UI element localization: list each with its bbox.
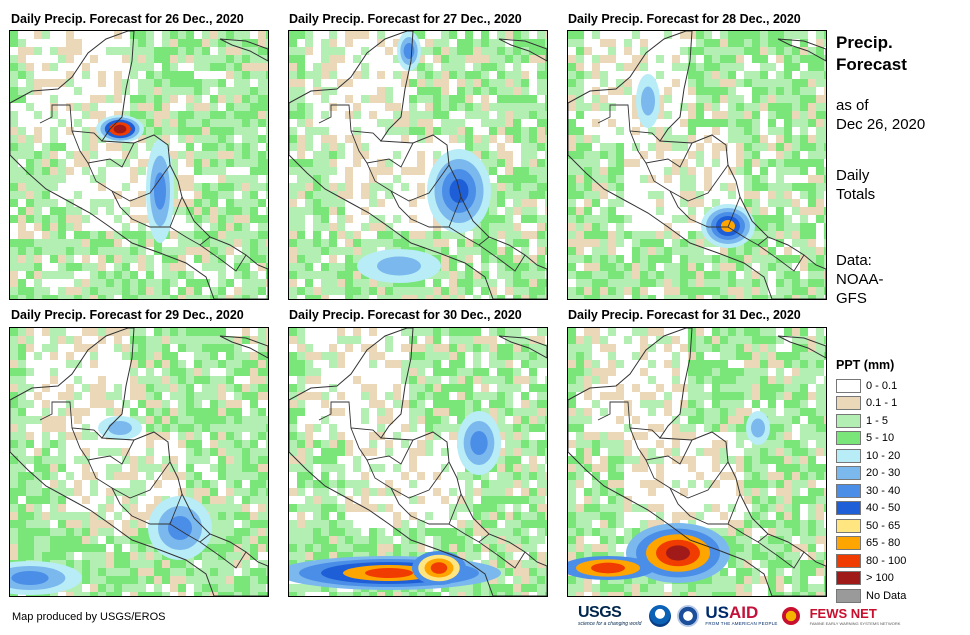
legend-item: No Data [836,587,906,605]
totals-line1: Daily [836,167,870,184]
legend-label: 10 - 20 [866,449,901,462]
noaa-logo [649,605,672,627]
side-title-line1: Precip. [836,33,893,52]
usgs-logo-tagline: science for a changing world [578,621,642,627]
legend-label: 0.1 - 1 [866,397,898,410]
totals-line2: Totals [836,186,876,203]
usaid-logo: USAID FROM THE AMERICAN PEOPLE [705,603,778,627]
as-of-line2: Dec 26, 2020 [836,116,926,133]
usgs-logo: USGS science for a changing world [578,604,642,628]
legend-item: 1 - 5 [836,412,906,430]
usaid-logo-aid: AID [729,603,759,622]
legend-swatch [836,553,861,568]
legend-swatch [836,518,861,533]
panel-title-dec-29: Daily Precip. Forecast for 29 Dec., 2020 [11,308,244,322]
usaid-logo-tagline: FROM THE AMERICAN PEOPLE [705,621,778,626]
legend-label: 65 - 80 [866,537,901,550]
legend-swatch [836,588,861,603]
legend-item: 5 - 10 [836,430,906,448]
panel-title-dec-26: Daily Precip. Forecast for 26 Dec., 2020 [11,12,244,26]
legend-item: 20 - 30 [836,465,906,483]
legend-item: 50 - 65 [836,517,906,535]
legend-item: 40 - 50 [836,500,906,518]
legend-label: 20 - 30 [866,467,901,480]
precip-map-dec-31 [567,327,827,597]
legend-item: 10 - 20 [836,447,906,465]
legend-label: 50 - 65 [866,519,901,532]
legend-rows: 0 - 0.1 0.1 - 1 1 - 5 5 - 10 10 - 20 20 - 30 3… [836,377,906,605]
usaid-logo-us: US [705,603,729,622]
legend-item: 0 - 0.1 [836,377,906,395]
legend-label: 1 - 5 [866,414,889,427]
seal-logo [677,605,700,627]
legend-item: 0.1 - 1 [836,395,906,413]
precip-map-dec-30 [288,327,548,597]
fews-net-emblem-icon [781,607,800,625]
usgs-logo-text: USGS [578,604,622,621]
legend-swatch [836,501,861,516]
precip-map-dec-27 [288,30,548,300]
agency-logos: USGS science for a changing world USAID … [578,603,900,629]
legend-swatch [836,536,861,551]
panel-title-dec-28: Daily Precip. Forecast for 28 Dec., 2020 [568,12,801,26]
panel-title-dec-30: Daily Precip. Forecast for 30 Dec., 2020 [289,308,522,322]
legend-item: > 100 [836,570,906,588]
ppt-legend: PPT (mm) 0 - 0.1 0.1 - 1 1 - 5 5 - 10 10 - 2… [836,358,906,605]
data-source-note: Data: NOAA- GFS [836,251,884,308]
legend-label: 80 - 100 [866,554,907,567]
fews-net-logo-tagline: FAMINE EARLY WARNING SYSTEMS NETWORK [809,620,901,626]
legend-label: 30 - 40 [866,484,901,497]
legend-item: 80 - 100 [836,552,906,570]
legend-title: PPT (mm) [836,358,895,372]
legend-item: 30 - 40 [836,482,906,500]
legend-swatch [836,448,861,463]
legend-label: 40 - 50 [866,502,901,515]
legend-swatch [836,396,861,411]
data-line3: GFS [836,290,867,307]
data-line2: NOAA- [836,271,884,288]
data-line1: Data: [836,252,872,269]
legend-label: 5 - 10 [866,432,895,445]
daily-totals-note: Daily Totals [836,166,875,204]
as-of-line1: as of [836,97,869,114]
legend-label: No Data [866,589,907,602]
precip-map-dec-28 [567,30,827,300]
legend-label: > 100 [866,572,894,585]
fews-net-logo-text: FEWS NET [809,605,877,621]
legend-swatch [836,431,861,446]
side-title-line2: Forecast [836,55,907,74]
fews-net-logo: FEWS NET FAMINE EARLY WARNING SYSTEMS NE… [809,605,901,626]
panel-title-dec-27: Daily Precip. Forecast for 27 Dec., 2020 [289,12,522,26]
as-of-date: as of Dec 26, 2020 [836,96,925,134]
map-credit: Map produced by USGS/EROS [12,611,166,623]
panel-title-dec-31: Daily Precip. Forecast for 31 Dec., 2020 [568,308,801,322]
precip-map-dec-29 [9,327,269,597]
legend-swatch [836,571,861,586]
legend-swatch [836,378,861,393]
side-title: Precip. Forecast [836,32,907,76]
legend-item: 65 - 80 [836,535,906,553]
legend-swatch [836,413,861,428]
precip-map-dec-26 [9,30,269,300]
legend-label: 0 - 0.1 [866,379,898,392]
legend-swatch [836,483,861,498]
legend-swatch [836,466,861,481]
